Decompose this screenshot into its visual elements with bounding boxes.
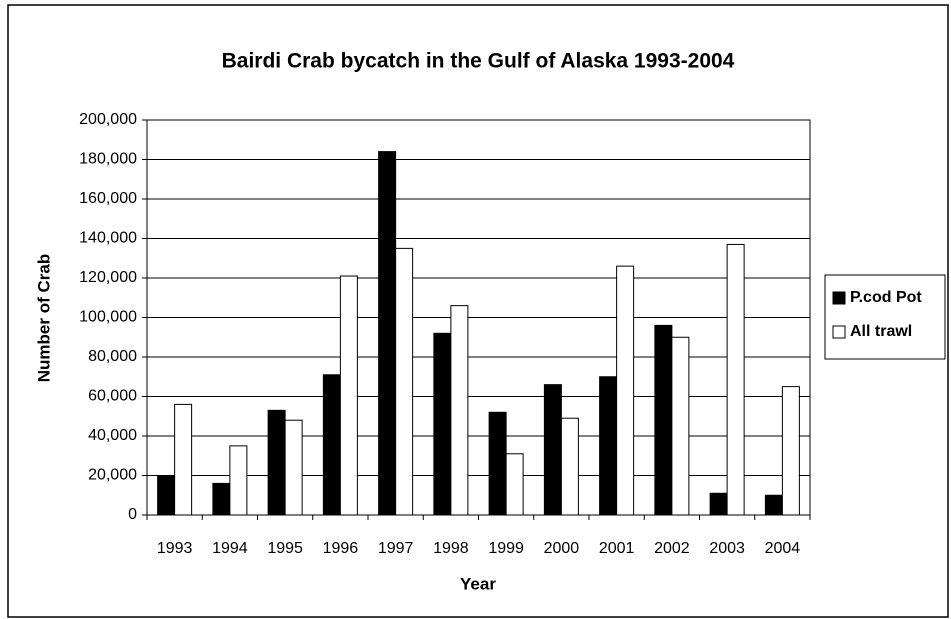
bar (395, 247, 414, 516)
bar (488, 411, 507, 516)
bar (543, 384, 562, 516)
bar (450, 305, 469, 516)
bar (671, 336, 690, 516)
x-tick-label: 2003 (709, 540, 745, 557)
x-tick-label: 1996 (323, 540, 359, 557)
y-axis-title: Number of Crab (34, 254, 53, 382)
bar (322, 374, 341, 516)
y-tick-label: 180,000 (79, 151, 137, 168)
y-tick-label: 60,000 (88, 388, 137, 405)
bar (174, 403, 193, 516)
bar (616, 265, 635, 516)
legend-box (824, 274, 946, 360)
bar (726, 243, 745, 516)
x-tick-label: 1999 (488, 540, 524, 557)
legend-swatch (832, 291, 846, 305)
bar (781, 386, 800, 516)
bar (378, 151, 397, 516)
x-tick-label: 1998 (433, 540, 469, 557)
y-tick-label: 200,000 (79, 111, 137, 128)
y-tick-label: 0 (128, 506, 137, 523)
bar (560, 417, 579, 516)
y-tick-label: 20,000 (88, 467, 137, 484)
legend-label: P.cod Pot (850, 289, 922, 306)
bar (764, 494, 783, 516)
y-tick-label: 100,000 (79, 309, 137, 326)
chart-title: Bairdi Crab bycatch in the Gulf of Alask… (222, 50, 735, 73)
legend-label: All trawl (850, 323, 912, 340)
y-tick-label: 120,000 (79, 269, 137, 286)
bar (229, 445, 248, 516)
x-axis-title: Year (460, 574, 496, 593)
x-tick-label: 1993 (157, 540, 193, 557)
x-tick-label: 2000 (544, 540, 580, 557)
y-tick-label: 80,000 (88, 348, 137, 365)
bar (339, 275, 358, 516)
x-tick-label: 2001 (599, 540, 635, 557)
x-tick-label: 2004 (765, 540, 801, 557)
y-tick-label: 160,000 (79, 190, 137, 207)
bar (157, 475, 176, 516)
y-tick-label: 140,000 (79, 230, 137, 247)
bar (433, 332, 452, 516)
legend-swatch (832, 325, 846, 339)
bar (267, 409, 286, 516)
x-tick-label: 1997 (378, 540, 414, 557)
bar (599, 376, 618, 516)
bar (505, 453, 524, 516)
x-tick-label: 1994 (212, 540, 248, 557)
y-tick-label: 40,000 (88, 427, 137, 444)
bar (284, 419, 303, 516)
bar (709, 492, 728, 516)
x-tick-label: 1995 (267, 540, 303, 557)
x-tick-label: 2002 (654, 540, 690, 557)
bar (212, 482, 231, 516)
bar (654, 324, 673, 516)
